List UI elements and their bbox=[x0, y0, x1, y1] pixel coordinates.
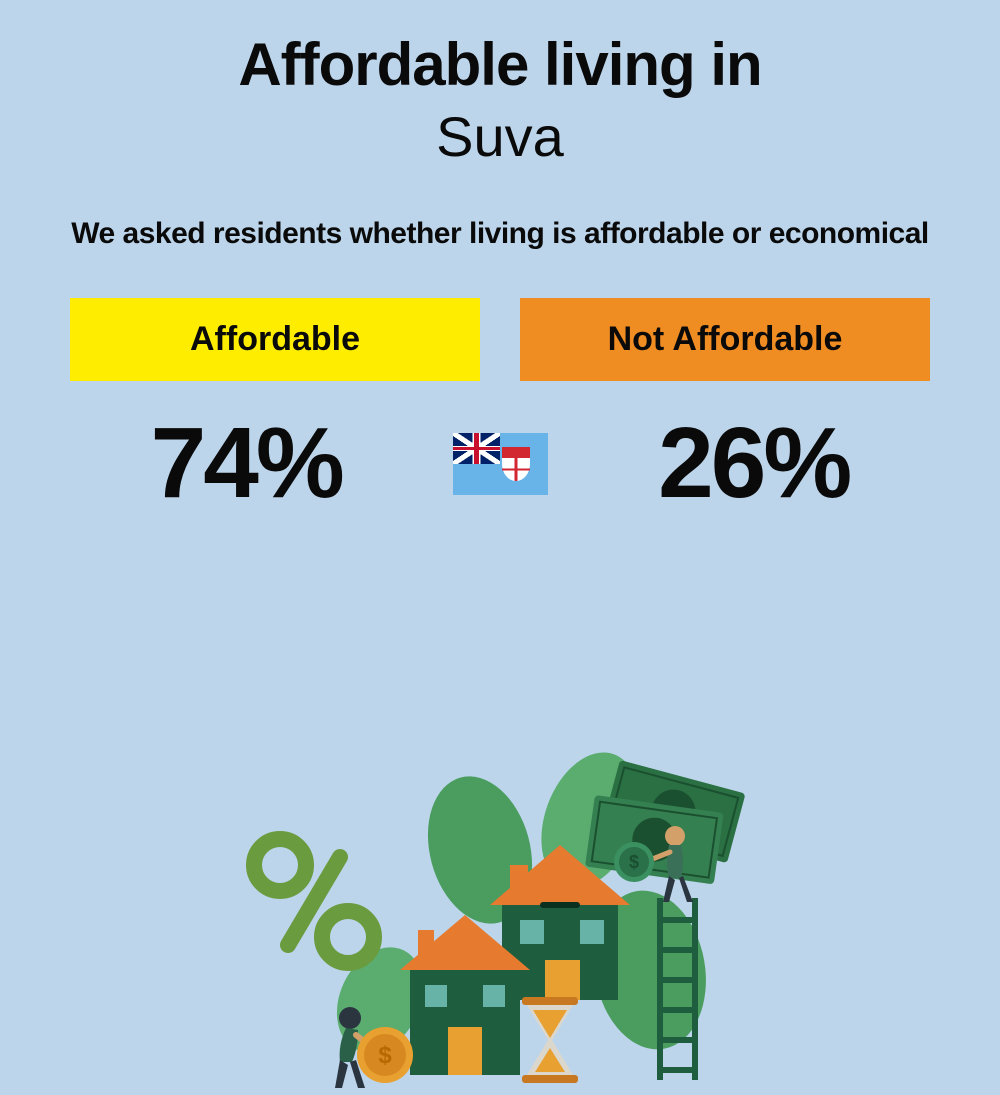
hourglass-icon bbox=[522, 997, 578, 1083]
value-not-affordable: 26% bbox=[578, 406, 931, 521]
coin-right-icon: $ bbox=[614, 842, 654, 882]
title-bold: Affordable living in bbox=[0, 30, 1000, 99]
option-not-affordable: Not Affordable bbox=[520, 298, 930, 381]
option-affordable: Affordable bbox=[70, 298, 480, 381]
subtitle-text: We asked residents whether living is aff… bbox=[0, 214, 1000, 253]
percent-icon bbox=[254, 839, 374, 963]
fiji-flag-icon bbox=[453, 433, 548, 495]
coin-left-icon: $ bbox=[357, 1027, 413, 1083]
svg-text:$: $ bbox=[378, 1042, 392, 1069]
values-row: 74% 26% bbox=[0, 406, 1000, 521]
housing-illustration: $ $ bbox=[200, 720, 800, 1090]
value-affordable: 74% bbox=[70, 406, 423, 521]
options-row: Affordable Not Affordable bbox=[0, 298, 1000, 381]
title-city: Suva bbox=[0, 104, 1000, 169]
svg-text:$: $ bbox=[629, 852, 639, 872]
